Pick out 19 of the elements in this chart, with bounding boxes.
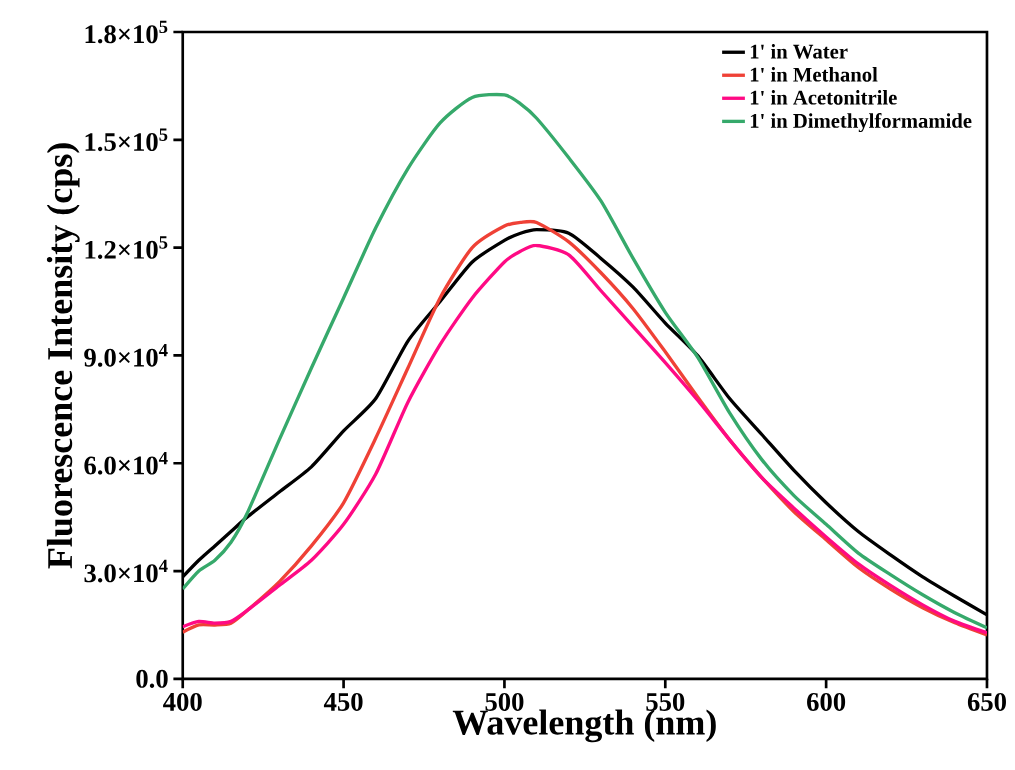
x-tick-label: 400 [163,693,202,712]
x-tick-label: 450 [323,693,363,712]
y-tick-label: 1.2×10$^{5}$ [85,236,168,260]
y-axis-title: Fluorescence Intensity (cps) [46,143,80,569]
y-tick-label: 3.0×10$^{4}$ [84,559,168,583]
y-tick-label: 1.8×10$^{5}$ [85,20,168,44]
y-tick-label: 9.0×10$^{4}$ [84,344,168,367]
y-tick-label: 1.5×10$^{5}$ [85,128,168,152]
x-tick-label: 550 [646,693,685,712]
x-tick-label: 600 [807,693,846,712]
legend-label: 1' in Dimethylformamide [750,113,972,133]
legend-label: 1' in Water [750,44,848,59]
y-tick-label: 6.0×10$^{4}$ [84,452,168,475]
x-tick-label: 650 [967,693,1006,712]
x-tick-label: 500 [485,693,524,712]
legend-label: 1' in Methanol [750,67,878,82]
legend-label: 1' in Acetonitrile [750,90,897,105]
x-axis-title: Wavelength (nm) [452,709,716,743]
y-tick-label: 0.0 [136,670,168,689]
